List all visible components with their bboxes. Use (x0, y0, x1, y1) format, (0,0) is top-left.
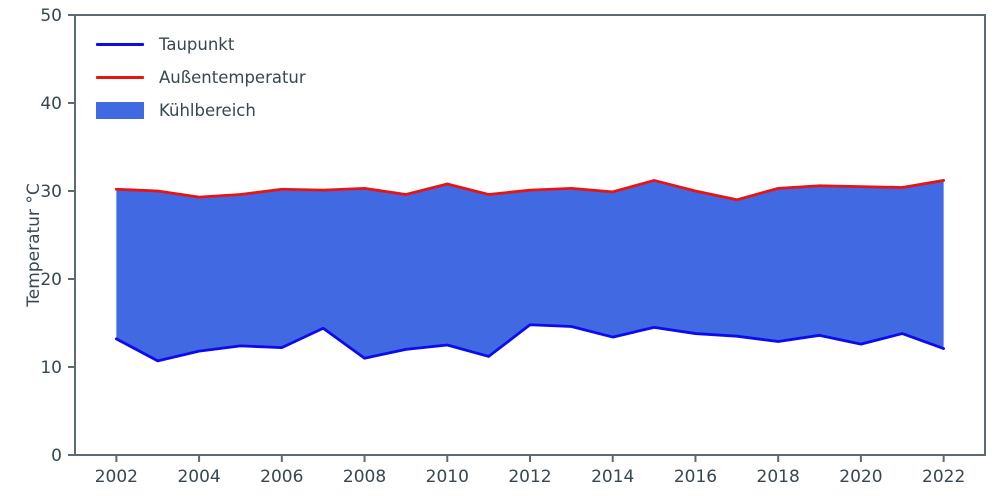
taupunkt-line-swatch (96, 43, 144, 46)
svg-text:2010: 2010 (426, 467, 469, 487)
svg-text:50: 50 (40, 6, 62, 26)
legend-label-kuehlbereich: Kühlbereich (159, 101, 256, 120)
svg-text:2016: 2016 (674, 467, 717, 487)
svg-text:2004: 2004 (177, 467, 220, 487)
kuehlbereich-area (116, 180, 944, 361)
svg-text:0: 0 (51, 446, 62, 466)
svg-text:2014: 2014 (591, 467, 634, 487)
kuehlbereich-patch-swatch (96, 102, 144, 119)
svg-text:10: 10 (40, 358, 62, 378)
aussentemperatur-line-swatch (96, 76, 144, 79)
legend-label-aussentemperatur: Außentemperatur (159, 68, 306, 87)
svg-text:2018: 2018 (757, 467, 800, 487)
svg-text:2008: 2008 (343, 467, 386, 487)
legend-item-aussentemperatur: Außentemperatur (96, 67, 306, 88)
svg-text:30: 30 (40, 182, 62, 202)
legend-item-kuehlbereich: Kühlbereich (96, 100, 306, 121)
legend: Taupunkt Außentemperatur Kühlbereich (96, 34, 306, 121)
legend-item-taupunkt: Taupunkt (96, 34, 306, 55)
svg-text:2002: 2002 (95, 467, 138, 487)
svg-text:40: 40 (40, 94, 62, 114)
svg-text:2006: 2006 (260, 467, 303, 487)
svg-text:2022: 2022 (922, 467, 965, 487)
legend-label-taupunkt: Taupunkt (159, 35, 235, 54)
svg-text:2020: 2020 (839, 467, 882, 487)
svg-text:20: 20 (40, 270, 62, 290)
svg-text:2012: 2012 (508, 467, 551, 487)
